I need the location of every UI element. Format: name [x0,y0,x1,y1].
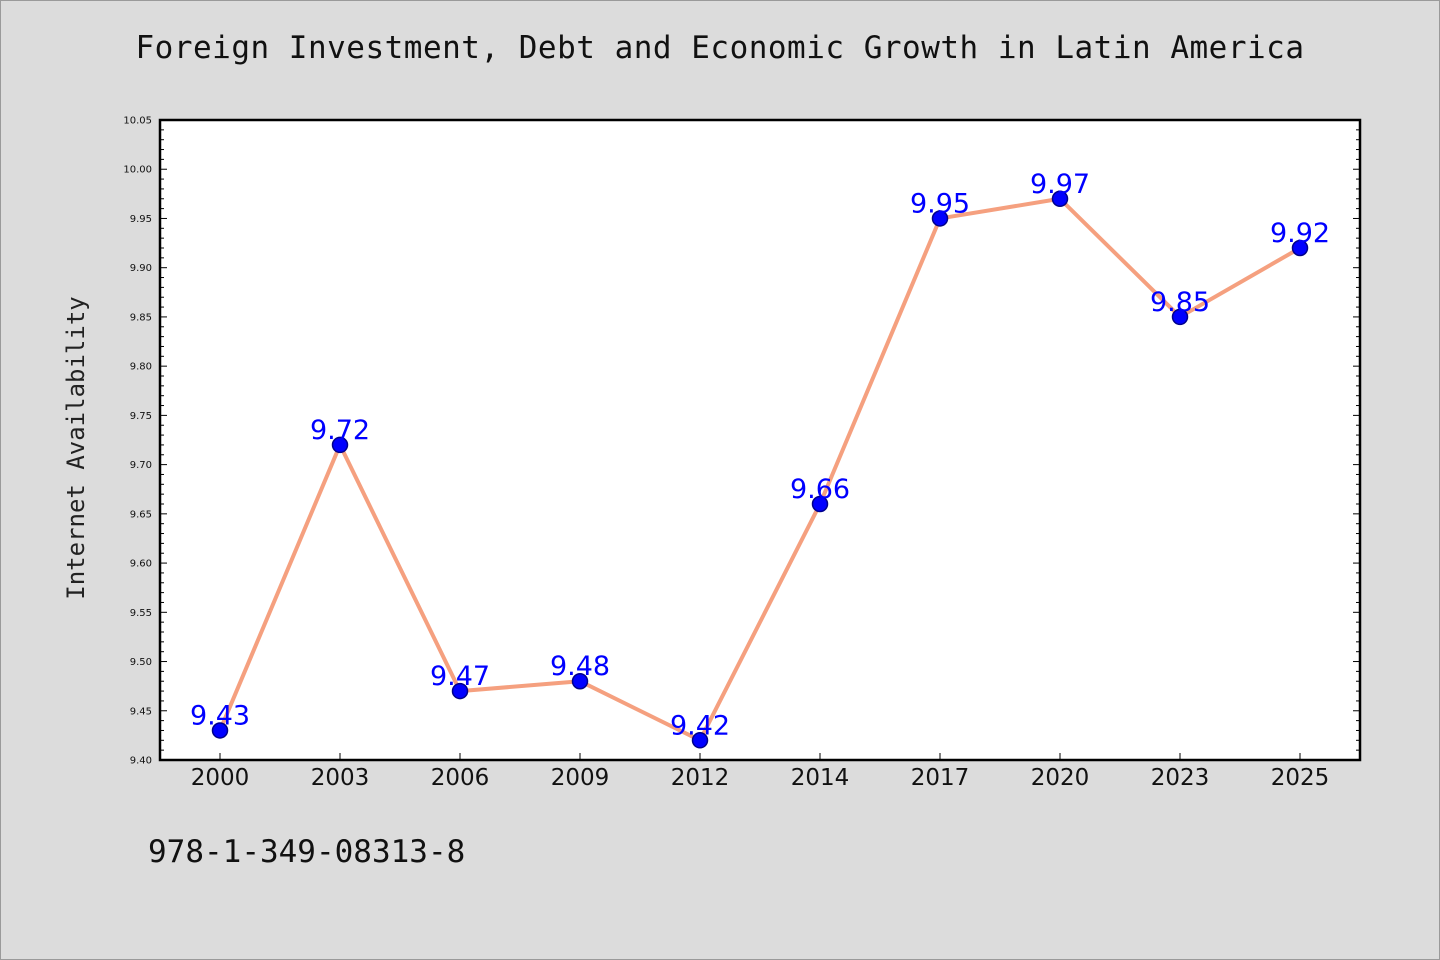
plot-area [158,118,1362,762]
x-tick-label: 2003 [311,765,370,791]
data-label: 9.92 [1270,218,1330,249]
y-tick-label: 10.05 [123,116,152,127]
x-tick-label: 2017 [911,765,970,791]
x-tick-label: 2009 [551,765,610,791]
y-tick-label: 9.65 [130,509,152,520]
data-point [811,495,829,513]
y-tick-label: 10.00 [123,165,152,176]
y-axis: 9.40 9.45 9.50 9.55 9.60 9.65 9.70 9.75 9.80 9.85… [123,116,1360,767]
x-tick-label: 2012 [671,765,730,791]
series-markers [211,190,1309,749]
y-tick-label: 9.60 [130,559,152,570]
y-tick-label: 9.70 [130,460,152,471]
data-point [931,210,949,227]
y-tick-label: 9.95 [130,214,152,225]
y-tick-label: 9.50 [130,657,152,668]
data-point [331,436,349,454]
y-tick-label: 9.80 [130,362,152,373]
chart-title: Foreign Investment, Debt and Economic Gr… [135,30,1305,66]
y-tick-label: 9.45 [130,706,152,717]
x-tick-label: 2014 [791,765,850,791]
x-tick-label: 2000 [191,765,250,791]
y-tick-label: 9.90 [130,263,152,274]
y-tick-label: 9.40 [130,756,152,767]
data-label: 9.72 [310,415,370,446]
x-tick-label: 2023 [1151,765,1210,791]
y-tick-label: 9.85 [130,312,152,323]
y-tick-label: 9.55 [130,608,152,619]
data-labels: 9.43 9.72 9.47 9.48 9.42 9.66 9.95 9.97 9.85 9.92 [190,169,1330,742]
x-tick-label: 2006 [431,765,490,791]
data-label: 9.47 [430,661,490,692]
series-line [218,196,1301,743]
data-point [211,722,229,739]
x-axis: 2000 2003 2006 2009 2012 2014 2017 2020 2023 2025 [191,753,1330,791]
data-label: 9.43 [190,700,250,731]
x-tick-label: 2020 [1031,765,1090,791]
y-tick-label: 9.75 [130,411,152,422]
data-label: 9.66 [790,474,850,505]
data-label: 9.97 [1030,169,1090,200]
data-point [1291,239,1309,257]
data-label: 9.48 [550,651,610,682]
data-point [451,682,469,700]
isbn-text: 978-1-349-08313-8 [148,834,466,870]
data-label: 9.95 [910,188,970,219]
data-point [691,732,709,749]
data-point [571,672,589,690]
data-label: 9.85 [1150,287,1210,318]
data-point [1051,190,1069,208]
x-tick-label: 2025 [1271,765,1330,791]
data-point [1171,308,1189,326]
data-label: 9.42 [670,710,730,741]
